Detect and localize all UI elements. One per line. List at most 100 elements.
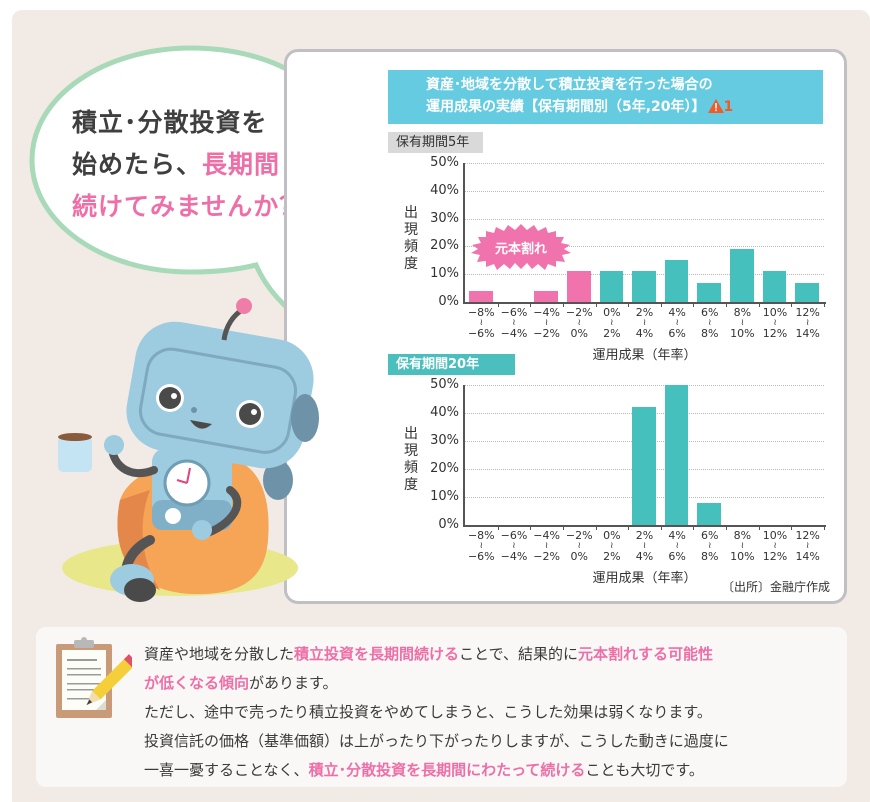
warning-triangle-icon — [707, 98, 724, 120]
gridline — [465, 385, 824, 386]
x-tick — [660, 303, 662, 307]
y-tick-label: 20% — [430, 238, 459, 254]
note-line-1: 資産や地域を分散した積立投資を長期間続けることで、結果的に元本割れする可能性 — [144, 645, 713, 663]
x-axis — [463, 302, 826, 304]
y-axis-label-5y: 出 現 頻 度 — [404, 205, 418, 272]
x-tick — [824, 303, 825, 307]
x-category-label: 4% ≀ 6% — [668, 306, 686, 340]
bar-6%~8% — [697, 502, 722, 525]
x-tick — [726, 526, 728, 530]
robot-mascot-illustration — [50, 290, 340, 610]
x-category-label: 2% ≀ 4% — [635, 529, 654, 563]
x-category-label: −6% ≀ −4% — [500, 306, 528, 340]
x-tick — [562, 526, 564, 530]
x-tick — [791, 303, 793, 307]
chart-title-line-1: 資産･地域を分散して積立投資を行った場合の — [426, 77, 713, 93]
x-tick — [758, 303, 760, 307]
bar-12%~14% — [795, 282, 819, 302]
note-line-2: が低くなる傾向があります。 — [144, 674, 338, 692]
chart-title: 資産･地域を分散して積立投資を行った場合の 運用成果の実績【保有期間別（5年,2… — [388, 70, 823, 124]
bubble-line-1: 積立･分散投資を — [72, 108, 268, 137]
gridline — [465, 246, 824, 248]
y-axis — [463, 385, 465, 527]
x-category-label: 12% ≀ 14% — [795, 529, 820, 563]
y-tick-label: 30% — [430, 210, 459, 226]
y-axis-label-20y: 出 現 頻 度 — [404, 426, 418, 493]
x-category-label: −2% ≀ 0% — [565, 529, 593, 563]
chart-title-line-2: 運用成果の実績【保有期間別（5年,20年）】 1 — [426, 96, 823, 120]
x-tick — [693, 526, 695, 530]
x-axis — [463, 525, 826, 527]
note-line-4: 投資信託の価格（基準価額）は上がったり下がったりしますが、こうした動きに過度に — [144, 732, 729, 750]
x-axis-label: 運用成果（年率） — [592, 348, 697, 363]
bar--2%~0% — [566, 271, 591, 302]
x-tick — [824, 526, 825, 530]
source-credit: 〔出所〕金融庁作成 — [721, 580, 830, 594]
y-tick-label: 30% — [430, 433, 459, 448]
note-box — [36, 627, 847, 787]
loss-badge: 元本割れ — [470, 224, 572, 270]
y-tick-label: 10% — [430, 489, 459, 504]
x-tick — [530, 303, 532, 307]
footnote-number: 1 — [723, 99, 734, 115]
bar--8%~-6% — [469, 290, 493, 302]
bar-4%~6% — [664, 260, 689, 302]
x-tick — [693, 303, 695, 307]
x-category-label: −6% ≀ −4% — [500, 529, 528, 563]
x-category-label: 8% ≀ 10% — [730, 529, 755, 563]
bar-0%~2% — [599, 271, 624, 302]
x-tick — [497, 303, 499, 307]
x-category-label: 10% ≀ 12% — [762, 529, 788, 563]
gridline — [465, 218, 824, 220]
x-tick — [530, 526, 532, 530]
bubble-headline: 積立･分散投資を 始めたら、長期間 続けてみませんか？ — [72, 102, 305, 228]
y-tick-label: 0% — [438, 294, 459, 309]
note-line-5: 一喜一憂することなく、積立･分散投資を長期間にわたって続けることも大切です。 — [144, 761, 704, 779]
period-label-20-years: 保有期間20年 — [388, 354, 515, 375]
loss-badge-label: 元本割れ — [494, 242, 547, 257]
x-category-label: −8% ≀ −6% — [467, 306, 495, 340]
bar-8%~10% — [730, 249, 754, 302]
y-tick-label: 20% — [430, 461, 459, 476]
x-category-label: 6% ≀ 8% — [701, 529, 719, 563]
bar--4%~-2% — [534, 290, 558, 302]
x-category-label: 2% ≀ 4% — [635, 306, 654, 340]
x-category-label: 6% ≀ 8% — [701, 306, 719, 340]
x-tick — [562, 303, 564, 307]
speech-bubble: 積立･分散投資を 始めたら、長期間 続けてみませんか？ — [26, 40, 356, 329]
x-category-label: 10% ≀ 12% — [762, 306, 788, 340]
chart-panel — [284, 49, 847, 604]
bar-4%~6% — [664, 385, 689, 525]
bar-2%~4% — [632, 407, 656, 525]
note-line-3: ただし、途中で売ったり積立投資をやめてしまうと、こうした効果は弱くなります。 — [144, 703, 712, 721]
y-tick-label: 50% — [430, 155, 459, 170]
x-category-label: 4% ≀ 6% — [668, 529, 686, 563]
x-category-label: 12% ≀ 14% — [795, 306, 820, 340]
x-category-label: 0% ≀ 2% — [603, 306, 621, 340]
period-label-5-years: 保有期間5年 — [388, 132, 483, 153]
x-category-label: 0% ≀ 2% — [603, 529, 621, 563]
x-tick — [595, 303, 597, 307]
x-tick — [791, 526, 793, 530]
gridline — [465, 190, 824, 192]
x-category-label: −8% ≀ −6% — [467, 529, 495, 563]
x-tick — [628, 303, 630, 307]
bar-2%~4% — [632, 271, 656, 302]
x-tick — [628, 526, 630, 530]
clipboard-pencil-icon — [52, 636, 138, 732]
x-category-label: 8% ≀ 10% — [730, 306, 755, 340]
x-axis-label: 運用成果（年率） — [592, 571, 697, 586]
bar-6%~8% — [697, 282, 722, 302]
x-category-label: −4% ≀ −2% — [533, 306, 560, 340]
x-tick — [660, 526, 662, 530]
y-axis — [463, 163, 465, 304]
y-tick-label: 40% — [430, 405, 459, 420]
x-tick — [726, 303, 728, 307]
y-tick-label: 10% — [430, 266, 459, 282]
note-text: 資産や地域を分散した積立投資を長期間続けることで、結果的に元本割れする可能性 が… — [144, 640, 844, 785]
y-tick-label: 0% — [438, 517, 459, 532]
x-category-label: −2% ≀ 0% — [565, 306, 593, 340]
y-tick-label: 40% — [430, 182, 459, 198]
x-tick — [497, 526, 499, 530]
starburst-shape — [471, 224, 571, 270]
